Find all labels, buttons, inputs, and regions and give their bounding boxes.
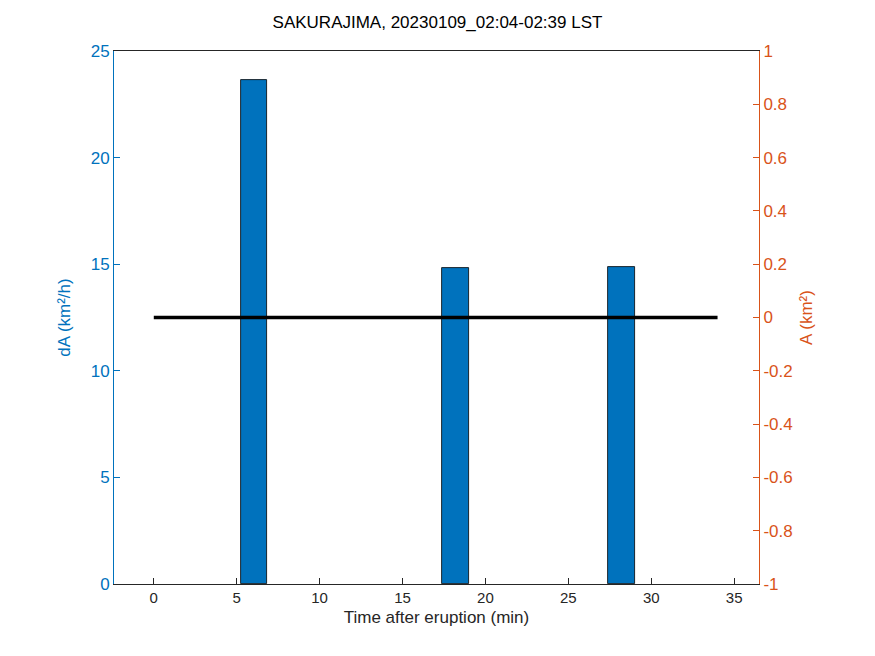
svg-text:25: 25 bbox=[91, 42, 110, 61]
svg-text:-1: -1 bbox=[763, 575, 778, 594]
svg-text:-0.2: -0.2 bbox=[763, 362, 792, 381]
svg-text:0.4: 0.4 bbox=[763, 202, 787, 221]
svg-text:0: 0 bbox=[100, 575, 109, 594]
svg-text:-0.4: -0.4 bbox=[763, 415, 792, 434]
svg-text:-0.6: -0.6 bbox=[763, 468, 792, 487]
svg-text:dA (km²/h): dA (km²/h) bbox=[55, 278, 74, 356]
svg-text:5: 5 bbox=[233, 589, 241, 606]
svg-text:15: 15 bbox=[394, 589, 411, 606]
svg-text:15: 15 bbox=[91, 255, 110, 274]
svg-text:25: 25 bbox=[560, 589, 577, 606]
svg-text:0: 0 bbox=[150, 589, 158, 606]
svg-text:Time after eruption (min): Time after eruption (min) bbox=[344, 608, 529, 627]
svg-text:0.2: 0.2 bbox=[763, 255, 787, 274]
svg-text:5: 5 bbox=[100, 468, 109, 487]
svg-text:10: 10 bbox=[311, 589, 328, 606]
svg-text:0: 0 bbox=[763, 308, 772, 327]
svg-text:35: 35 bbox=[726, 589, 743, 606]
svg-text:0.6: 0.6 bbox=[763, 149, 787, 168]
svg-text:20: 20 bbox=[91, 149, 110, 168]
svg-text:A (km²): A (km²) bbox=[797, 290, 816, 345]
svg-text:1: 1 bbox=[763, 42, 772, 61]
svg-text:-0.8: -0.8 bbox=[763, 522, 792, 541]
svg-text:0.8: 0.8 bbox=[763, 95, 787, 114]
svg-text:10: 10 bbox=[91, 362, 110, 381]
svg-text:SAKURAJIMA, 20230109_02:04-02:: SAKURAJIMA, 20230109_02:04-02:39 LST bbox=[273, 13, 603, 32]
svg-text:20: 20 bbox=[477, 589, 494, 606]
svg-text:30: 30 bbox=[643, 589, 660, 606]
